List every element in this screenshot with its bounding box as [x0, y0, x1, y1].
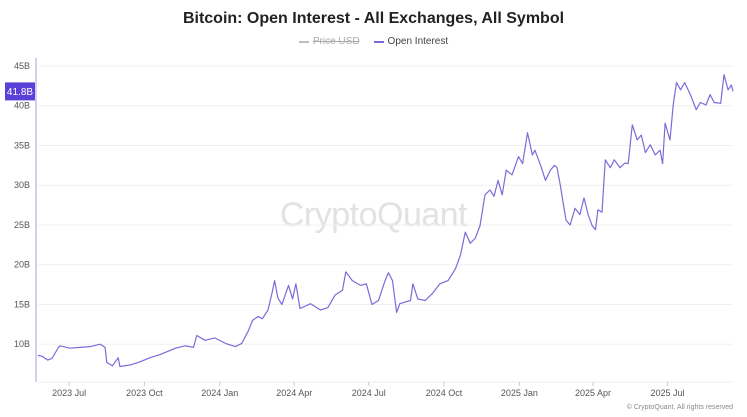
legend-swatch: [373, 40, 384, 43]
current-value-label: 41.8B: [7, 87, 33, 98]
legend-item-price-usd[interactable]: Price USD: [298, 36, 360, 47]
x-tick-label: 2025 Apr: [575, 388, 611, 398]
copyright: © CryptoQuant. All rights reserved: [626, 404, 733, 411]
x-tick-label: 2024 Jan: [201, 388, 238, 398]
y-tick-label: 20B: [14, 260, 30, 270]
open-interest-line: [37, 74, 734, 368]
y-tick-label: 30B: [14, 180, 30, 190]
x-tick-label: 2024 Jul: [352, 388, 386, 398]
legend-label: Price USD: [312, 36, 360, 47]
legend-swatch: [298, 40, 309, 43]
y-tick-label: 40B: [14, 101, 30, 111]
legend: Price USD Open Interest: [0, 36, 747, 47]
legend-item-open-interest[interactable]: Open Interest: [373, 36, 449, 47]
y-tick-label: 35B: [14, 140, 30, 150]
watermark: CryptoQuant: [279, 196, 468, 234]
x-tick-label: 2024 Oct: [426, 388, 463, 398]
legend-label: Open Interest: [387, 36, 449, 47]
y-tick-label: 10B: [14, 339, 30, 349]
y-tick-label: 45B: [14, 61, 30, 71]
x-tick-label: 2025 Jul: [650, 388, 684, 398]
x-tick-label: 2023 Oct: [126, 388, 163, 398]
y-tick-label: 15B: [14, 299, 30, 309]
x-tick-label: 2023 Jul: [52, 388, 86, 398]
chart-title: Bitcoin: Open Interest - All Exchanges, …: [182, 10, 565, 27]
current-value-badge: [5, 82, 35, 101]
x-tick-label: 2024 Apr: [276, 388, 312, 398]
y-tick-label: 25B: [14, 220, 30, 230]
x-tick-label: 2025 Jan: [501, 388, 538, 398]
